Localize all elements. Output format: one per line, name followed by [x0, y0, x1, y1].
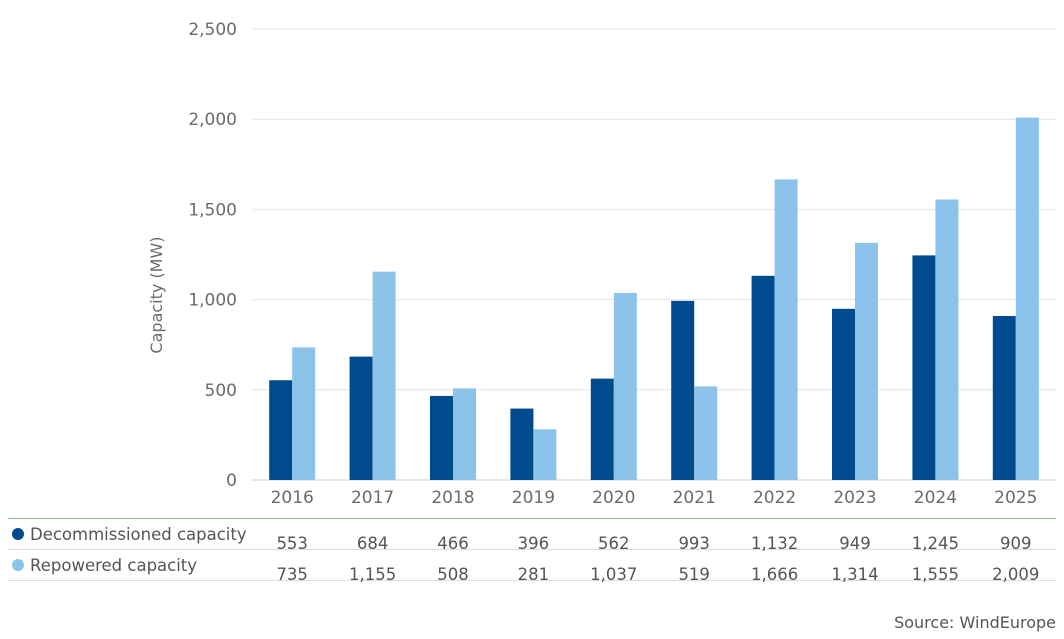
bar-decommissioned-2019 [510, 408, 534, 480]
bar-repowered-2021 [694, 386, 718, 480]
bar-decommissioned-2018 [430, 395, 453, 480]
y-tick-label: 2,000 [188, 110, 237, 130]
bar-repowered-2018 [453, 388, 476, 480]
table-row-repowered: Repowered capacity 735 1,155 508 281 1,037 51… [8, 550, 1056, 584]
table-cell: 735 [276, 565, 308, 584]
table-cell: 1,132 [750, 534, 799, 553]
x-tick-label: 2022 [753, 488, 796, 508]
bar-chart: 0 500 1,000 1,500 2,000 2,500 Capacity (MW) 2… [147, 20, 1056, 508]
y-tick-label: 2,500 [188, 20, 237, 40]
y-tick-label: 1,500 [188, 200, 237, 220]
bars [269, 117, 1039, 480]
y-axis-ticks: 0 500 1,000 1,500 2,000 2,500 [188, 20, 237, 491]
x-tick-label: 2021 [673, 488, 716, 508]
table-cell: 684 [356, 534, 389, 553]
legend-decommissioned: Decommissioned capacity [8, 525, 247, 544]
table-cell: 508 [437, 565, 469, 584]
bar-decommissioned-2016 [269, 380, 293, 480]
table-cell: 553 [276, 534, 308, 553]
bar-decommissioned-2021 [671, 300, 695, 480]
bar-decommissioned-2020 [590, 378, 614, 480]
x-tick-label: 2024 [914, 488, 957, 508]
y-axis-title: Capacity (MW) [147, 236, 166, 353]
x-tick-label: 2019 [512, 488, 555, 508]
bar-decommissioned-2024 [912, 255, 936, 480]
bar-repowered-2017 [372, 271, 396, 480]
bar-repowered-2024 [935, 199, 959, 480]
legend-swatch-repowered [12, 559, 24, 571]
x-tick-label: 2023 [833, 488, 876, 508]
table-cell: 1,314 [831, 565, 879, 584]
bar-decommissioned-2023 [832, 308, 855, 480]
bar-decommissioned-2017 [349, 356, 373, 480]
legend-label-decommissioned: Decommissioned capacity [30, 524, 247, 544]
table-cell: 1,555 [911, 565, 960, 584]
table-cell: 2,009 [992, 565, 1040, 584]
table-row-decommissioned: Decommissioned capacity 553 684 466 396 562 9… [8, 518, 1056, 553]
legend-swatch-decommissioned [12, 528, 24, 540]
y-tick-label: 0 [226, 471, 237, 491]
x-tick-label: 2020 [592, 488, 635, 508]
y-tick-label: 1,000 [188, 291, 237, 311]
legend-repowered: Repowered capacity [8, 556, 197, 575]
table-cell: 396 [517, 534, 550, 553]
x-tick-label: 2025 [994, 488, 1037, 508]
table-cell: 1,037 [590, 565, 638, 584]
table-cell: 993 [678, 534, 710, 553]
bar-repowered-2023 [855, 242, 878, 480]
bar-repowered-2022 [774, 179, 798, 480]
table-cell: 281 [517, 565, 550, 584]
table-cell: 949 [839, 534, 871, 553]
x-tick-label: 2018 [431, 488, 474, 508]
table-cell: 1,245 [911, 534, 960, 553]
bar-repowered-2020 [613, 292, 637, 480]
x-tick-label: 2016 [271, 488, 314, 508]
y-tick-label: 500 [205, 381, 237, 401]
x-tick-label: 2017 [351, 488, 394, 508]
bar-decommissioned-2025 [992, 316, 1016, 480]
bar-repowered-2025 [1015, 117, 1039, 480]
source-note: Source: WindEurope [894, 613, 1056, 632]
table-cell: 466 [437, 534, 469, 553]
legend-label-repowered: Repowered capacity [30, 555, 198, 575]
x-axis-ticks: 2016 2017 2018 2019 2020 2021 2022 2023 2024 2025 [271, 488, 1038, 508]
bar-decommissioned-2022 [751, 275, 775, 480]
table-cell: 1,155 [348, 565, 397, 584]
bar-repowered-2016 [292, 347, 316, 480]
bar-repowered-2019 [533, 429, 557, 480]
table-cell: 1,666 [750, 565, 799, 584]
table-cell: 909 [1000, 534, 1032, 553]
table-cell: 562 [598, 534, 630, 553]
table-cell: 519 [678, 565, 710, 584]
